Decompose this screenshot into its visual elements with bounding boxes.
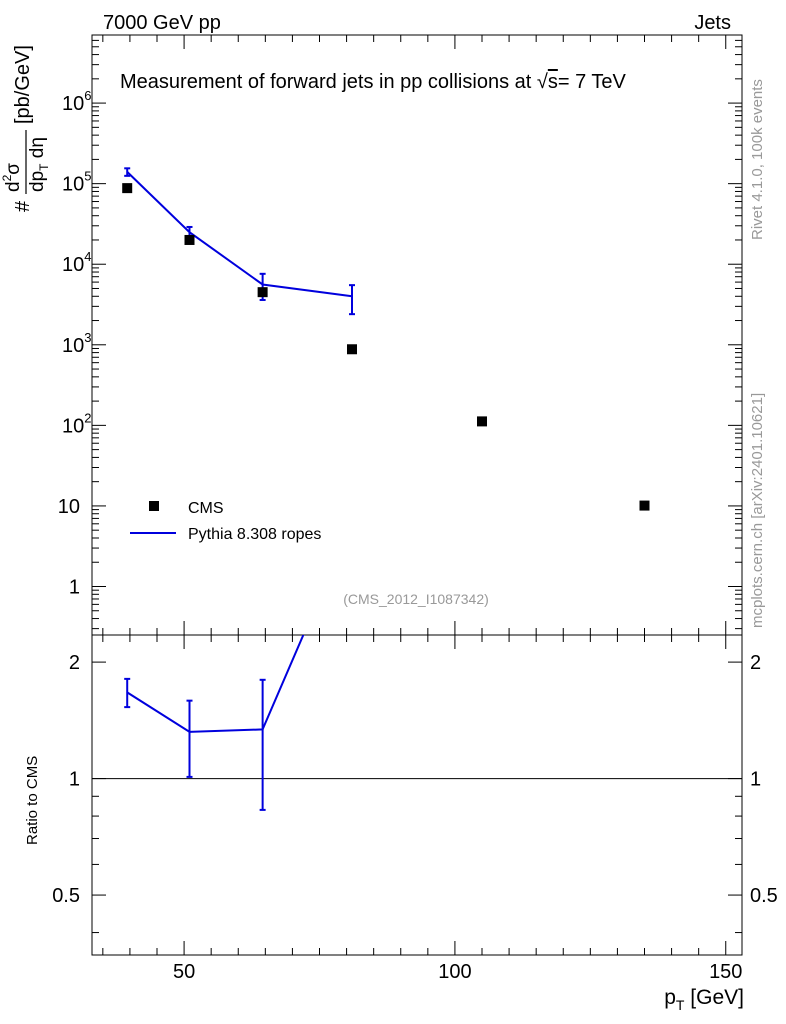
ratio-axis-ticks [92,635,742,955]
header-right: Jets [694,12,731,34]
chart-title-suffix: = 7 TeV [558,71,627,93]
ratio-y-tick-label-right: 2 [750,652,761,674]
main-y-tick-label: 10 [58,496,80,518]
data-markers [122,183,650,511]
mcplots-label: mcplots.cern.ch [arXiv:2401.10621] [749,393,766,628]
ratio-y-tick-label-left: 1 [69,769,80,791]
y-label-unit: [pb/GeV] [12,45,34,124]
main-panel-frame [91,34,743,636]
legend-marker-cms [149,501,159,511]
main-y-axis-label: # d2σ dpT dη [pb/GeV] [0,45,51,212]
legend-label-cms: CMS [188,500,224,517]
mc-series-line [126,171,353,298]
x-label-sub: T [676,997,685,1013]
chart-title: Measurement of forward jets in pp collis… [120,71,627,93]
x-tick-labels: 50 100 150 [173,961,742,983]
x-tick-label: 50 [173,961,195,983]
data-point [257,287,268,298]
ratio-y-tick-label-left: 2 [69,652,80,674]
analysis-watermark: (CMS_2012_I1087342) [343,591,489,607]
main-y-tick-base: 1 [69,576,80,598]
main-y-tick-base: 10 [62,93,84,115]
y-label-den-b: dη [27,137,48,163]
ratio-y-tick-label-left: 0.5 [52,885,80,907]
y-label-numerator: d2σ [0,163,24,192]
y-label-num-tail: σ [3,163,24,175]
ratio-series-line [126,635,305,733]
main-y-tick-exponent: 2 [84,410,91,425]
main-y-tick-base: 10 [62,335,84,357]
data-point [122,183,133,194]
main-y-tick-base: 10 [58,496,80,518]
main-y-tick-exponent: 6 [84,88,91,103]
main-y-tick-base: 10 [62,254,84,276]
x-label-p: p [664,986,676,1009]
rivet-label: Rivet 4.1.0, 100k events [749,79,766,240]
y-label-hash: # [12,200,34,212]
main-y-tick-label: 103 [62,330,91,357]
ratio-y-axis-label: Ratio to CMS [24,756,41,845]
y-label-den-sub: T [37,163,51,171]
main-y-tick-label: 106 [62,88,91,115]
data-point [639,500,650,511]
y-label-denominator: dpT dη [27,137,51,192]
main-y-tick-label: 105 [62,169,91,196]
y-label-den-a: dp [27,171,48,192]
data-point [184,234,195,245]
main-y-tick-label: 104 [62,249,91,276]
header-left: 7000 GeV pp [103,12,221,34]
chart-title-prefix: Measurement of forward jets in pp collis… [120,71,537,93]
data-point [477,416,487,427]
y-label-num-sup: 2 [0,174,14,181]
main-axis-ticks [92,34,742,635]
y-label-num-d: d [3,181,24,192]
sqrt-symbol: √ [537,71,548,93]
sqrt-s: s [548,71,558,93]
x-tick-label: 150 [709,961,742,983]
ratio-panel-frame [91,634,743,956]
x-axis-label: pT [GeV] [664,986,744,1013]
main-y-tick-exponent: 4 [84,249,91,264]
ratio-y-tick-labels: 0.5 0.5 1 1 2 2 [52,652,778,907]
legend-label-pythia: Pythia 8.308 ropes [188,526,321,543]
main-y-tick-label: 102 [62,410,91,437]
main-y-tick-exponent: 3 [84,330,91,345]
x-label-unit: [GeV] [684,986,744,1009]
data-point [347,344,357,355]
ratio-y-tick-label-right: 0.5 [750,885,778,907]
x-tick-label: 100 [438,961,471,983]
legend: CMS Pythia 8.308 ropes [130,500,321,543]
main-y-tick-label: 1 [69,576,80,598]
main-y-tick-exponent: 5 [84,169,91,184]
ratio-error-bars [124,677,266,811]
main-y-tick-base: 10 [62,174,84,196]
ratio-y-tick-label-right: 1 [750,769,761,791]
main-y-tick-base: 10 [62,415,84,437]
